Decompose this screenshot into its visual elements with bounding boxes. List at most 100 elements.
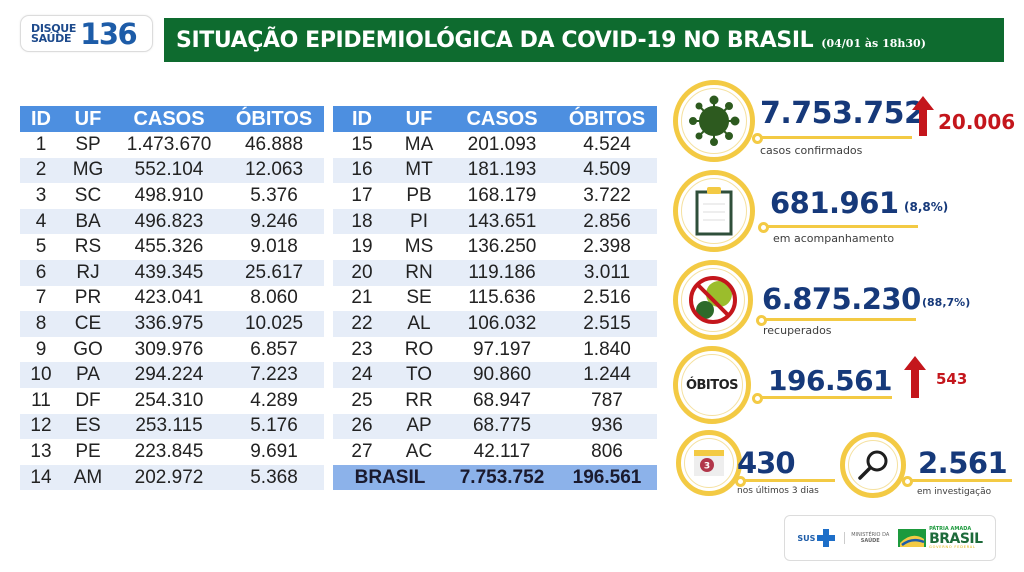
monitoring-label: em acompanhamento [773, 232, 895, 245]
deaths-icon-label: ÓBITOS [685, 377, 739, 393]
cell-id: 18 [333, 208, 391, 235]
cell-casos: 143.651 [447, 208, 557, 235]
virus-icon [689, 95, 740, 146]
cell-casos: 136.250 [467, 236, 537, 258]
cell-id: 21 [351, 287, 373, 309]
cell-id: 12 [20, 413, 62, 440]
ministry-logo: MINISTÉRIO DA SAÚDE [844, 532, 889, 544]
cell-id: 5 [35, 236, 47, 258]
cell-uf: BA [62, 208, 114, 235]
recovered-label: recuperados [763, 324, 832, 337]
cell-obitos: 1.244 [557, 362, 657, 388]
cell-casos: 254.310 [134, 389, 204, 411]
connector-line [745, 479, 835, 482]
cell-obitos: 936 [557, 413, 657, 440]
cell-casos: 309.976 [134, 338, 204, 360]
cell-uf: SC [74, 184, 102, 206]
cell-uf: CE [62, 311, 114, 337]
cell-casos: 498.910 [134, 184, 204, 206]
cell-obitos: 12.063 [224, 157, 324, 184]
increase-arrow-icon [912, 96, 934, 136]
cell-obitos: 3.722 [583, 184, 631, 206]
logo-small-text: DISQUE SAÚDE [31, 21, 77, 45]
table-row: 11 DF 254.310 4.289 [20, 388, 324, 414]
confirmed-label: casos confirmados [760, 144, 863, 157]
table-row: 18 PI 143.651 2.856 [333, 208, 657, 235]
cell-obitos: 9.246 [224, 208, 324, 235]
investigation-ring [840, 432, 906, 498]
cell-uf: RR [405, 389, 433, 411]
connector-line [912, 479, 1012, 482]
connector-dot [752, 393, 763, 404]
cell-id: 15 [351, 133, 373, 155]
logo-number: 136 [80, 16, 138, 51]
table-row: 12 ES 253.115 5.176 [20, 413, 324, 440]
cell-uf: AL [391, 311, 447, 337]
cell-uf: MA [404, 133, 434, 155]
col-header-obitos: ÓBITOS [557, 106, 657, 132]
cell-uf: GO [73, 338, 103, 360]
cell-casos: 336.975 [114, 311, 224, 337]
cell-uf: PB [406, 184, 432, 206]
cell-obitos: 46.888 [244, 133, 304, 155]
table-row: 9 GO 309.976 6.857 [20, 337, 324, 363]
svg-text:3: 3 [704, 462, 710, 472]
col-header-id: ID [20, 106, 62, 132]
cell-uf: SP [75, 133, 101, 155]
col-header-casos: CASOS [114, 106, 224, 132]
cell-casos: 68.947 [472, 389, 532, 411]
no-virus-icon [689, 276, 737, 324]
calendar-icon: 3 [694, 450, 724, 476]
cell-obitos: 9.691 [250, 440, 298, 462]
cell-obitos: 8.060 [250, 287, 298, 309]
monitoring-percent: (8,8%) [904, 200, 949, 214]
cell-obitos: 4.289 [250, 389, 298, 411]
cell-obitos: 806 [591, 440, 623, 462]
cell-obitos: 9.018 [250, 236, 298, 258]
cell-obitos: 2.856 [557, 208, 657, 235]
connector-dot [735, 476, 746, 487]
cell-uf: RJ [62, 259, 114, 286]
cell-casos: 294.224 [114, 362, 224, 388]
cell-obitos: 2.516 [583, 287, 631, 309]
connector-dot [756, 315, 767, 326]
table-row: 17 PB 168.179 3.722 [333, 183, 657, 209]
recovered-value: 6.875.230 [762, 282, 921, 316]
last3days-label: nos últimos 3 dias [737, 486, 819, 496]
connector-line [768, 225, 918, 228]
cell-casos: 68.775 [447, 413, 557, 440]
confirmed-ring [673, 80, 755, 162]
cell-uf: MT [391, 157, 447, 184]
table-row: 16 MT 181.193 4.509 [333, 157, 657, 184]
cell-casos: 201.093 [467, 133, 537, 155]
disque-saude-logo: DISQUE SAÚDE 136 [20, 15, 153, 52]
cell-id: 16 [333, 157, 391, 184]
cell-id: 22 [333, 311, 391, 337]
total-label: BRASIL [333, 464, 447, 491]
cell-obitos: 10.025 [224, 311, 324, 337]
cell-obitos: 4.524 [583, 133, 631, 155]
table-row: 13 PE 223.845 9.691 [20, 439, 324, 465]
cell-id: 4 [20, 208, 62, 235]
cell-obitos: 2.515 [557, 311, 657, 337]
cell-obitos: 1.840 [583, 338, 631, 360]
cell-casos: 223.845 [134, 440, 204, 462]
cell-obitos: 25.617 [224, 259, 324, 286]
sus-logo: SUS [797, 529, 836, 547]
connector-line [766, 318, 916, 321]
cell-uf: PR [74, 287, 102, 309]
table-row: 24 TO 90.860 1.244 [333, 362, 657, 388]
cell-casos: 1.473.670 [126, 133, 212, 155]
cell-id: 9 [35, 338, 47, 360]
table-row: 21 SE 115.636 2.516 [333, 286, 657, 312]
report-date: (04/01 às 18h30) [821, 36, 926, 50]
cell-id: 14 [20, 464, 62, 491]
cell-uf: DF [75, 389, 101, 411]
cell-uf: ES [62, 413, 114, 440]
connector-dot [902, 476, 913, 487]
cell-id: 20 [333, 259, 391, 286]
cell-obitos: 5.368 [224, 464, 324, 491]
col-header-obitos: ÓBITOS [224, 106, 324, 132]
connector-dot [752, 133, 763, 144]
cell-casos: 439.345 [114, 259, 224, 286]
